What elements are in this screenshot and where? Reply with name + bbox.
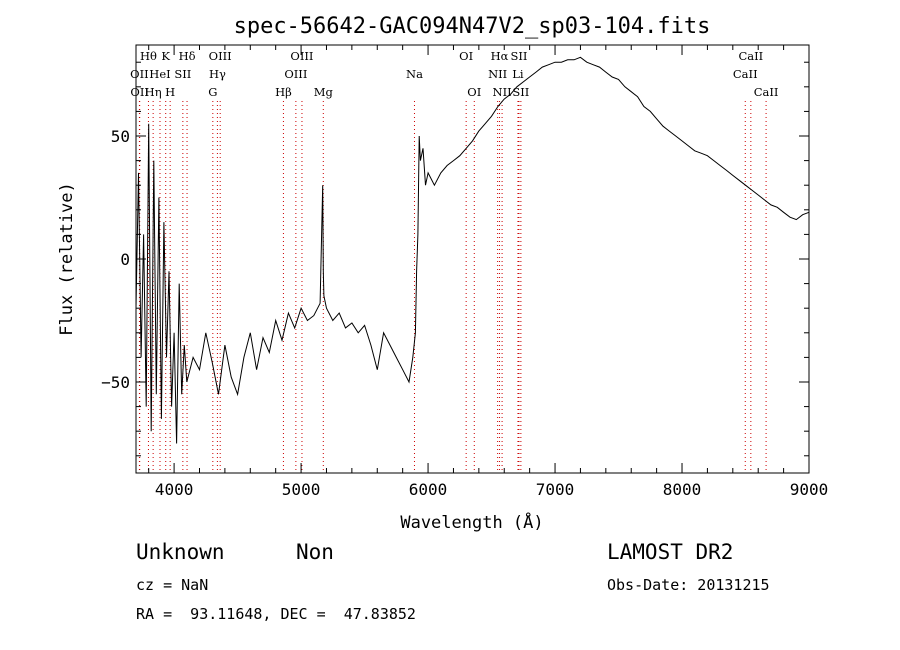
line-label-25: CaII	[738, 49, 763, 63]
line-label-4: HeI	[149, 67, 170, 81]
y-axis-label: Flux (relative)	[57, 182, 77, 336]
x-tick-label-8000: 8000	[663, 480, 702, 499]
line-label-15: Mg	[314, 85, 334, 99]
line-label-13: OIII	[290, 49, 313, 63]
line-label-2: OII	[130, 85, 149, 99]
line-label-18: OI	[467, 85, 481, 99]
obs-date: Obs-Date: 20131215	[607, 576, 770, 594]
line-label-24: SII	[512, 85, 529, 99]
chart-title: spec-56642-GAC094N47V2_sp03-104.fits	[234, 14, 711, 39]
line-label-7: Hδ	[179, 49, 196, 63]
survey-name: LAMOST DR2	[607, 540, 734, 564]
line-label-3: K	[161, 49, 170, 63]
line-label-12: Hβ	[275, 85, 292, 99]
coordinates: RA = 93.11648, DEC = 47.83852	[136, 605, 416, 623]
spectral-class: Unknown	[136, 540, 225, 564]
x-tick-label-5000: 5000	[282, 480, 321, 499]
line-label-14: OIII	[284, 67, 307, 81]
line-label-17: OI	[459, 49, 473, 63]
x-tick-label-9000: 9000	[790, 480, 829, 499]
line-label-22: Li	[512, 67, 524, 81]
line-label-5: Hη	[145, 85, 162, 99]
y-tick-label-0: 0	[120, 250, 130, 269]
y-tick-label-50: 50	[111, 127, 130, 146]
line-label-10: Hγ	[209, 67, 226, 81]
line-label-26: CaII	[733, 67, 758, 81]
line-label-20: SII	[510, 49, 527, 63]
spectral-line-markers: Hθ OII OII K HeI Hη H Hδ SII OIII Hγ G Hβ OIII OIII Mg N…	[130, 49, 778, 473]
line-label-1: OII	[130, 67, 149, 81]
y-axis-ticks: −50 0 50	[101, 61, 809, 457]
x-axis-ticks: 4000 5000 6000 7000 8000 9000	[148, 45, 829, 499]
line-label-11: G	[208, 85, 217, 99]
line-label-9: OIII	[209, 49, 232, 63]
line-label-23: NII	[493, 85, 512, 99]
line-label-6: H	[165, 85, 175, 99]
x-axis-label: Wavelength (Å)	[400, 511, 543, 533]
line-label-19: Hα	[491, 49, 509, 63]
plot-frame	[135, 44, 810, 474]
spectral-subclass: Non	[296, 540, 334, 564]
y-tick-label--50: −50	[101, 373, 130, 392]
line-label-16: Na	[406, 67, 423, 81]
x-tick-label-4000: 4000	[155, 480, 194, 499]
cz-value: cz = NaN	[136, 576, 209, 594]
line-label-21: NII	[488, 67, 507, 81]
line-label-8: SII	[174, 67, 191, 81]
x-tick-label-6000: 6000	[409, 480, 448, 499]
spectrum-series-line	[135, 56, 810, 444]
line-label-27: CaII	[754, 85, 779, 99]
x-tick-label-7000: 7000	[536, 480, 575, 499]
line-label-0: Hθ	[140, 49, 157, 63]
